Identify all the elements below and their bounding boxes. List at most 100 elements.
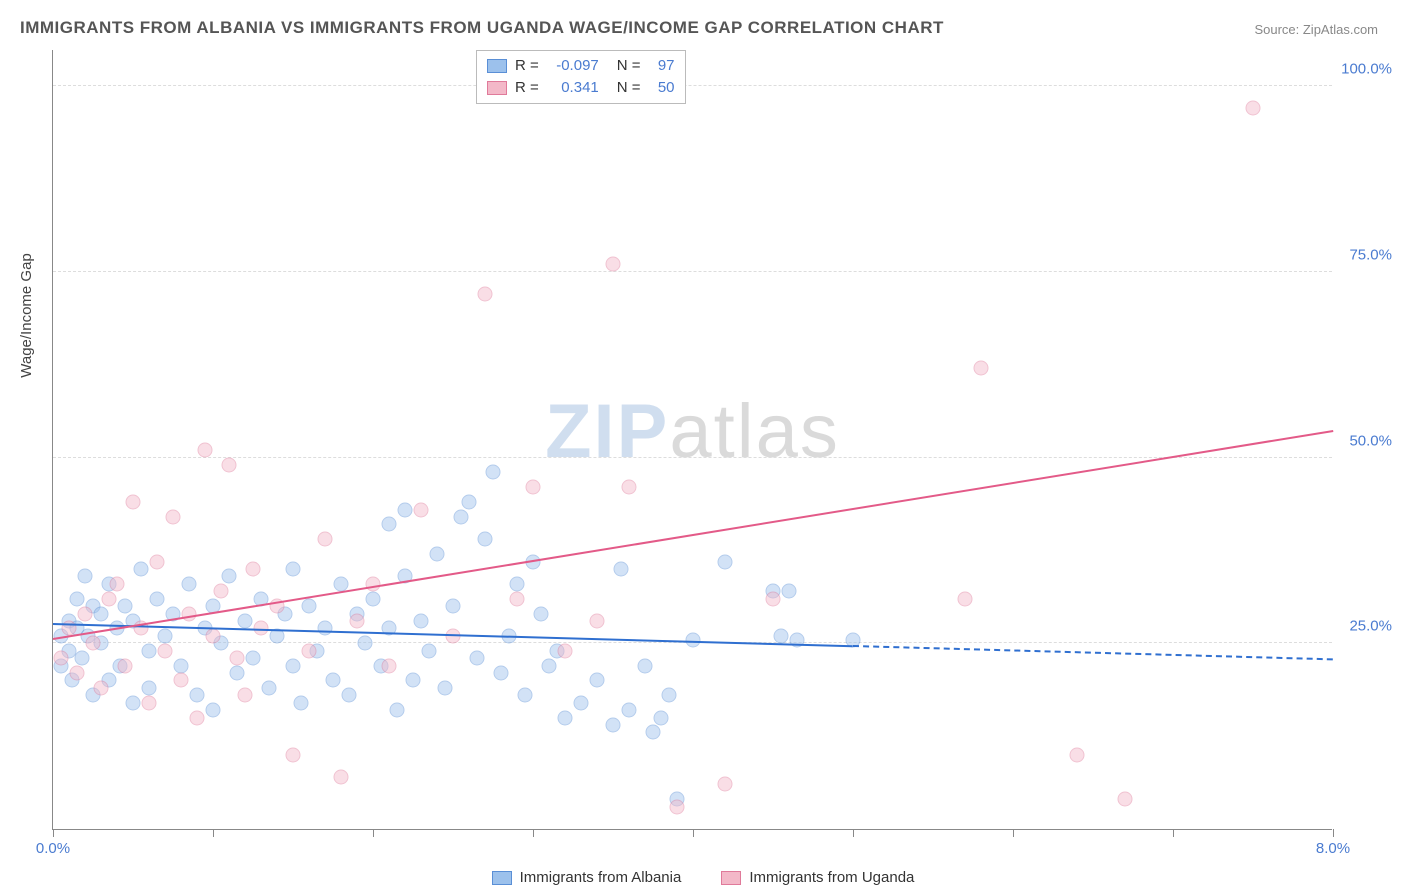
data-point — [142, 680, 157, 695]
data-point — [142, 695, 157, 710]
x-tick — [853, 829, 854, 837]
gridline — [53, 271, 1332, 272]
y-tick-label: 50.0% — [1337, 432, 1392, 449]
x-tick-label: 0.0% — [36, 840, 70, 857]
data-point — [74, 651, 89, 666]
data-point — [334, 770, 349, 785]
data-point — [70, 591, 85, 606]
data-point — [222, 458, 237, 473]
data-point — [158, 628, 173, 643]
data-point — [206, 703, 221, 718]
data-point — [478, 287, 493, 302]
data-point — [350, 614, 365, 629]
data-point — [486, 465, 501, 480]
stats-row: R =-0.097N =97 — [487, 55, 675, 77]
data-point — [622, 480, 637, 495]
data-point — [182, 606, 197, 621]
stat-r-value: -0.097 — [547, 55, 599, 77]
data-point — [70, 666, 85, 681]
data-point — [470, 651, 485, 666]
source-label: Source: ZipAtlas.com — [1254, 22, 1378, 37]
data-point — [638, 658, 653, 673]
data-point — [1246, 101, 1261, 116]
data-point — [518, 688, 533, 703]
data-point — [318, 621, 333, 636]
data-point — [510, 576, 525, 591]
data-point — [406, 673, 421, 688]
data-point — [462, 495, 477, 510]
data-point — [286, 562, 301, 577]
data-point — [438, 680, 453, 695]
x-tick — [213, 829, 214, 837]
stats-row: R =0.341N =50 — [487, 77, 675, 99]
x-tick — [1333, 829, 1334, 837]
data-point — [102, 591, 117, 606]
data-point — [190, 688, 205, 703]
data-point — [390, 703, 405, 718]
data-point — [262, 680, 277, 695]
data-point — [382, 658, 397, 673]
data-point — [774, 628, 789, 643]
data-point — [718, 554, 733, 569]
data-point — [382, 517, 397, 532]
data-point — [670, 799, 685, 814]
stat-n-label: N = — [617, 55, 641, 77]
data-point — [166, 510, 181, 525]
y-axis-label: Wage/Income Gap — [18, 253, 35, 378]
data-point — [590, 673, 605, 688]
data-point — [558, 643, 573, 658]
trend-line — [53, 430, 1333, 640]
data-point — [222, 569, 237, 584]
data-point — [974, 361, 989, 376]
data-point — [574, 695, 589, 710]
data-point — [766, 591, 781, 606]
data-point — [94, 680, 109, 695]
watermark-atlas: atlas — [669, 388, 840, 473]
x-tick — [533, 829, 534, 837]
data-point — [430, 547, 445, 562]
data-point — [446, 599, 461, 614]
data-point — [622, 703, 637, 718]
data-point — [454, 510, 469, 525]
data-point — [246, 562, 261, 577]
x-tick — [1173, 829, 1174, 837]
data-point — [118, 658, 133, 673]
stat-r-label: R = — [515, 77, 539, 99]
data-point — [662, 688, 677, 703]
x-tick — [373, 829, 374, 837]
data-point — [534, 606, 549, 621]
data-point — [286, 658, 301, 673]
data-point — [246, 651, 261, 666]
data-point — [238, 688, 253, 703]
stat-n-value: 50 — [649, 77, 675, 99]
data-point — [110, 576, 125, 591]
y-tick-label: 100.0% — [1337, 61, 1392, 78]
legend-label: Immigrants from Albania — [520, 869, 682, 886]
data-point — [318, 532, 333, 547]
data-point — [174, 673, 189, 688]
data-point — [230, 666, 245, 681]
data-point — [422, 643, 437, 658]
stat-r-label: R = — [515, 55, 539, 77]
bottom-legend: Immigrants from AlbaniaImmigrants from U… — [0, 869, 1406, 886]
gridline — [53, 457, 1332, 458]
data-point — [174, 658, 189, 673]
data-point — [606, 257, 621, 272]
y-tick-label: 25.0% — [1337, 618, 1392, 635]
data-point — [86, 636, 101, 651]
x-tick — [1013, 829, 1014, 837]
data-point — [718, 777, 733, 792]
x-tick — [693, 829, 694, 837]
data-point — [206, 628, 221, 643]
data-point — [686, 632, 701, 647]
data-point — [958, 591, 973, 606]
data-point — [654, 710, 669, 725]
data-point — [558, 710, 573, 725]
data-point — [54, 651, 69, 666]
data-point — [1070, 747, 1085, 762]
legend-swatch — [492, 871, 512, 885]
legend-swatch — [487, 59, 507, 73]
data-point — [238, 614, 253, 629]
data-point — [542, 658, 557, 673]
data-point — [302, 599, 317, 614]
